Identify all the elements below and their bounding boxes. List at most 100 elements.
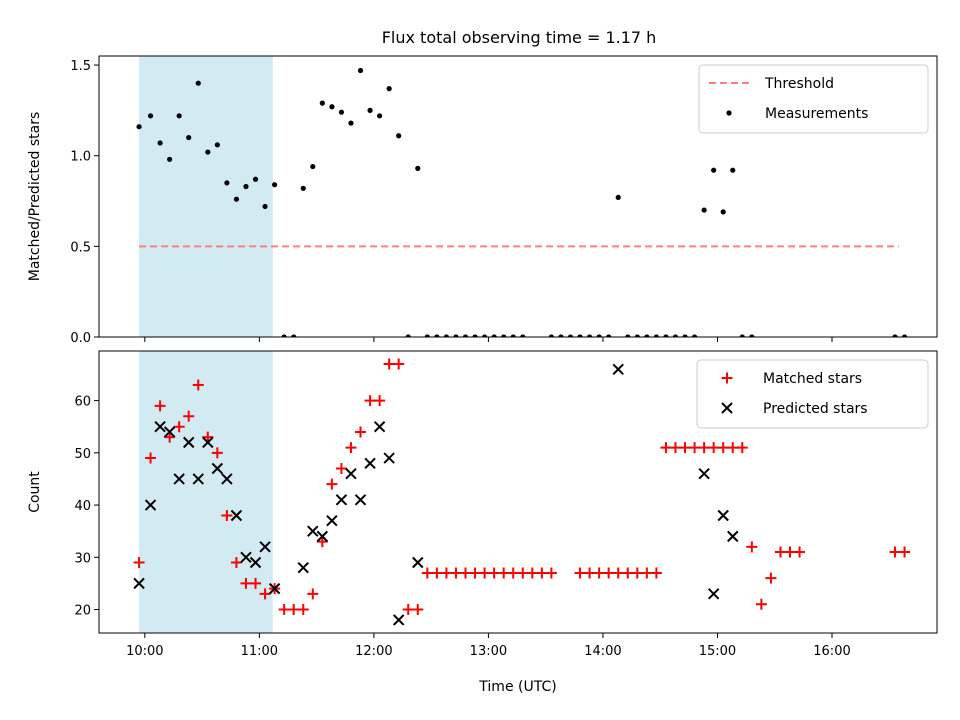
measurements-point bbox=[730, 167, 736, 173]
measurements-point bbox=[415, 165, 421, 171]
measurements-point bbox=[625, 334, 631, 337]
measurements-point bbox=[136, 124, 142, 130]
predicted-stars-point bbox=[373, 421, 386, 433]
x-tick-label: 13:00 bbox=[470, 644, 507, 659]
measurements-point bbox=[214, 142, 220, 148]
matched-stars-point bbox=[689, 442, 701, 454]
matched-stars-point bbox=[536, 567, 548, 579]
panel-2: 10:00 11:00 12:00 13:00 14:00 15:00 16:00 20 30 4… bbox=[27, 350, 938, 695]
x-tick-label: 16:00 bbox=[813, 644, 850, 659]
matched-stars-point bbox=[650, 567, 662, 579]
measurements-point bbox=[205, 149, 211, 155]
matched-stars-point bbox=[899, 546, 911, 558]
measurements-point bbox=[186, 134, 192, 141]
predicted-stars-point bbox=[383, 452, 395, 464]
measurements-point bbox=[472, 334, 478, 337]
measurements-point bbox=[663, 334, 669, 337]
measurements-point bbox=[596, 334, 602, 337]
measurements-point bbox=[224, 180, 230, 186]
matched-stars-point bbox=[717, 442, 729, 454]
measurements-point bbox=[443, 334, 450, 337]
measurements-point bbox=[367, 107, 373, 113]
legend-entry-label: Matched stars bbox=[763, 371, 862, 387]
measurements-point bbox=[606, 334, 612, 337]
measurements-point bbox=[701, 207, 707, 213]
predicted-stars-point bbox=[297, 562, 309, 574]
matched-stars-point bbox=[355, 426, 367, 438]
measurements-point bbox=[147, 113, 154, 119]
predicted-stars-point bbox=[307, 525, 319, 537]
measurements-point bbox=[252, 176, 259, 182]
matched-stars-point bbox=[412, 604, 424, 615]
predicted-stars-point bbox=[707, 588, 720, 600]
measurements-point bbox=[682, 334, 688, 337]
x-tick-label: 14:00 bbox=[584, 644, 621, 659]
predicted-stars-point bbox=[698, 468, 710, 480]
legend: Matched stars Predicted stars bbox=[696, 359, 929, 429]
measurements-point bbox=[233, 196, 240, 202]
measurements-point bbox=[396, 133, 402, 139]
measurements-point bbox=[357, 67, 364, 74]
legend-x-swatch bbox=[721, 402, 733, 414]
matched-stars-point bbox=[183, 410, 195, 422]
legend-box bbox=[698, 64, 929, 134]
predicted-stars-point bbox=[173, 473, 185, 485]
observing-span-shade bbox=[139, 351, 273, 633]
measurements-point bbox=[319, 100, 325, 106]
matched-stars-point bbox=[297, 604, 309, 615]
measurements-point bbox=[892, 334, 898, 337]
predicted-stars-point bbox=[316, 530, 329, 543]
matched-stars-point bbox=[622, 567, 634, 579]
measurements-point bbox=[329, 104, 335, 110]
matched-stars-point bbox=[794, 546, 806, 558]
predicted-stars-point bbox=[259, 541, 271, 553]
measurements-point bbox=[281, 334, 287, 337]
chart-title: Flux total observing time = 1.17 h bbox=[382, 28, 657, 47]
matched-stars-point bbox=[765, 572, 777, 584]
predicted-stars-point bbox=[612, 363, 624, 375]
measurements-point bbox=[462, 334, 469, 337]
predicted-stars-point bbox=[268, 582, 281, 595]
x-tick-label: 15:00 bbox=[699, 644, 736, 659]
y-tick-label: 0.5 bbox=[70, 240, 91, 255]
measurements-point bbox=[348, 120, 354, 126]
y-tick-label: 20 bbox=[74, 604, 91, 619]
matched-stars-point bbox=[545, 567, 557, 579]
y-tick-label: 50 bbox=[74, 447, 91, 462]
matched-stars-point bbox=[746, 541, 758, 553]
measurements-point bbox=[644, 334, 650, 337]
predicted-stars-point bbox=[221, 473, 233, 485]
matched-stars-point bbox=[755, 598, 767, 610]
matched-stars-point bbox=[641, 567, 653, 579]
matched-stars-point bbox=[479, 567, 491, 579]
predicted-stars-point bbox=[345, 468, 357, 480]
measurements-point bbox=[176, 113, 182, 119]
measurements-point bbox=[567, 334, 574, 337]
y-axis-label: Matched/Predicted stars bbox=[27, 112, 43, 282]
measurements-point bbox=[491, 334, 497, 337]
matched-stars-point bbox=[278, 604, 290, 615]
legend-entry-label: Threshold bbox=[764, 76, 834, 92]
matched-stars-point bbox=[211, 447, 223, 459]
measurements-point bbox=[338, 109, 345, 115]
measurements-point bbox=[577, 334, 583, 337]
measurements-point bbox=[481, 334, 488, 337]
legend: Threshold Measurements bbox=[698, 64, 929, 134]
matched-stars-point bbox=[736, 442, 748, 454]
matched-stars-point bbox=[507, 567, 519, 579]
measurements-point bbox=[520, 334, 526, 337]
matched-stars-point bbox=[364, 395, 376, 407]
measurements-point bbox=[243, 183, 249, 190]
measurements-point bbox=[501, 334, 507, 337]
y-tick-label: 0.0 bbox=[70, 331, 91, 346]
matched-stars-point bbox=[230, 557, 242, 568]
matched-stars-point bbox=[259, 588, 271, 600]
y-tick-label: 60 bbox=[74, 395, 91, 410]
measurements-point bbox=[558, 334, 564, 337]
measurements-point bbox=[586, 334, 593, 337]
measurements-point bbox=[453, 334, 459, 337]
measurements-point bbox=[157, 140, 163, 146]
matched-stars-point bbox=[164, 431, 176, 443]
measurements-point bbox=[300, 185, 306, 191]
predicted-stars-point bbox=[133, 577, 145, 590]
